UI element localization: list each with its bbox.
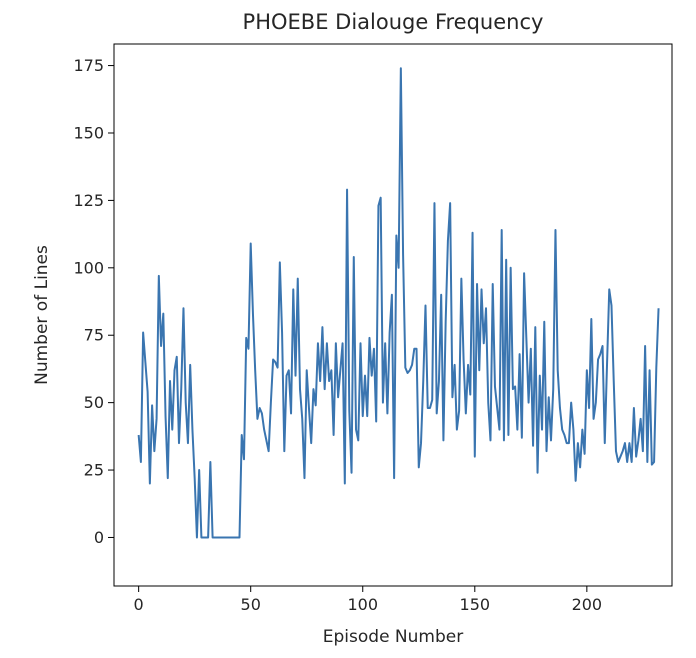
y-tick-label: 125 [73,191,104,210]
y-tick-label: 50 [84,393,104,412]
x-tick-label: 0 [134,595,144,614]
y-tick-label: 25 [84,461,104,480]
x-axis-label: Episode Number [323,627,463,647]
plot-frame [113,43,673,587]
y-tick-label: 175 [73,56,104,75]
x-tick-label: 100 [347,595,378,614]
y-tick-label: 150 [73,123,104,142]
y-axis-label: Number of Lines [32,245,52,385]
y-tick-label: 100 [73,258,104,277]
y-tick-label: 0 [94,528,104,547]
x-tick-label: 150 [460,595,491,614]
x-tick-label: 200 [572,595,603,614]
axis-ticks: 0 50 100 150 200 0 25 50 75 100 125 150 175 [73,56,602,614]
x-tick-label: 50 [241,595,261,614]
y-tick-label: 75 [84,326,104,345]
series-line [137,67,660,539]
chart-title: PHOEBE Dialouge Frequency [243,10,544,34]
